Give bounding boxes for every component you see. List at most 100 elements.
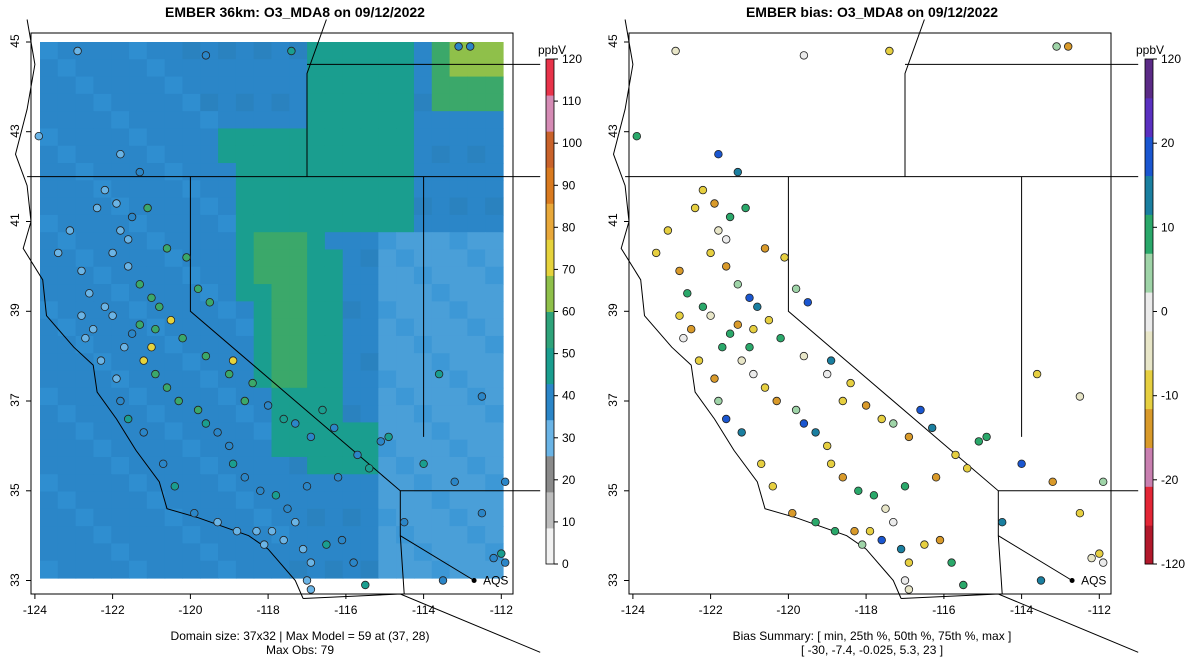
station-marker [120,343,129,352]
model-cell [413,508,433,527]
model-cell [218,197,237,216]
model-cell [235,128,255,147]
model-cell [449,508,468,527]
model-cell [307,387,326,406]
model-cell [360,353,379,372]
station-marker [77,311,86,320]
model-cell [467,439,486,458]
model-cell [200,543,219,562]
model-cell [485,491,504,510]
model-cell [57,422,77,441]
model-cell [75,474,95,493]
model-cell [378,543,397,562]
station-marker [823,369,832,379]
model-cell [200,335,219,354]
model-cell [431,560,451,579]
station-marker [158,459,168,468]
model-cell [485,145,504,164]
station-marker [1075,509,1085,518]
colorbar-tick-label: 10 [1161,220,1175,234]
colorbar-segment [546,455,554,493]
model-cell [93,76,112,95]
station-marker [652,248,661,258]
model-cell [218,422,237,441]
model-cell [57,474,77,493]
model-cell [75,128,95,147]
model-cell [93,111,112,130]
x-tick-label: -116 [932,603,956,617]
model-cell [129,370,148,389]
model-cell [218,491,237,510]
model-cell [200,474,219,493]
colorbar-tick-label: 120 [562,52,582,66]
model-cell [200,59,219,78]
station-marker [201,419,211,428]
model-cell [93,560,112,579]
model-cell [271,335,290,354]
model-cell [200,249,219,268]
station-marker [302,576,312,585]
model-cell [378,42,397,60]
model-cell [57,353,77,372]
model-cell [324,128,344,147]
model-cell [485,163,504,181]
model-cell [360,422,379,441]
model-cell [449,560,468,579]
model-cell [342,422,362,441]
model-cell [324,456,344,475]
model-cell [235,491,255,510]
station-marker [302,482,312,491]
station-marker [904,432,914,442]
x-tick-label: -120 [776,603,801,617]
plot-frame-right [628,32,1112,595]
model-cell [164,526,184,545]
station-marker [123,414,133,424]
model-cell [485,335,504,354]
model-cell [235,93,255,112]
model-cell [200,111,219,130]
model-cell [378,59,397,78]
model-cell [378,163,397,181]
model-cell [342,249,362,268]
model-cell [93,543,112,562]
station-marker [291,419,300,428]
model-cell [431,405,451,423]
station-marker [1098,558,1108,567]
model-cell [200,180,219,199]
model-cell [413,491,433,510]
model-cell [235,439,255,458]
station-marker [279,535,288,545]
model-cell [253,318,273,337]
model-cell [485,93,504,112]
station-marker [963,464,972,473]
model-cell [182,180,201,199]
model-cell [360,318,379,337]
model-cell [253,301,273,320]
station-marker [749,369,758,379]
model-cell [289,560,308,579]
right-footer-bias-values: [ -30, -7.4, -0.025, 5.3, 23 ] [800,643,944,657]
colorbar-tick-label: 20 [562,473,576,487]
station-marker [92,203,102,213]
model-cell [146,128,166,147]
station-marker [85,289,94,298]
colorbar-tick-label: 0 [562,557,569,571]
model-cell [253,439,273,458]
model-cell [40,163,59,181]
model-cell [307,508,326,527]
model-cell [324,266,344,285]
model-cell [57,232,77,251]
model-cell [146,93,166,112]
x-tick-label: -114 [1010,603,1034,617]
model-cell [164,405,184,423]
station-marker [88,325,98,334]
station-marker [811,518,820,527]
station-marker [838,396,847,406]
x-tick-label: -122 [698,603,723,617]
model-cell [218,284,237,302]
model-cell [146,543,166,562]
station-marker [718,343,727,352]
model-cell [75,197,95,216]
station-marker [791,405,801,415]
model-cell [235,180,255,199]
